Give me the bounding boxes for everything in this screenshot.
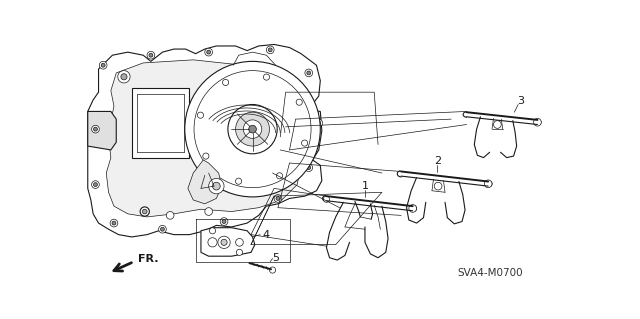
Circle shape — [110, 219, 118, 227]
Circle shape — [493, 121, 501, 128]
Circle shape — [101, 63, 105, 67]
Circle shape — [301, 140, 308, 146]
Circle shape — [223, 79, 228, 85]
Circle shape — [140, 207, 149, 216]
Circle shape — [305, 69, 312, 77]
Polygon shape — [88, 111, 116, 150]
Circle shape — [268, 48, 272, 52]
Circle shape — [249, 125, 257, 133]
Circle shape — [218, 236, 230, 249]
Circle shape — [276, 173, 283, 179]
Circle shape — [276, 197, 280, 200]
Circle shape — [185, 61, 320, 197]
Circle shape — [99, 61, 107, 69]
Circle shape — [197, 112, 204, 118]
Polygon shape — [132, 88, 189, 158]
Circle shape — [208, 238, 217, 247]
Text: 2: 2 — [434, 157, 441, 167]
Circle shape — [236, 249, 243, 256]
Circle shape — [93, 127, 97, 131]
Circle shape — [243, 120, 262, 138]
Circle shape — [221, 239, 227, 245]
Circle shape — [296, 99, 302, 105]
Circle shape — [534, 118, 541, 126]
Text: 1: 1 — [362, 181, 369, 191]
Circle shape — [222, 219, 226, 224]
Circle shape — [236, 178, 242, 184]
Circle shape — [205, 208, 212, 215]
Circle shape — [409, 204, 417, 212]
Circle shape — [236, 112, 269, 146]
Circle shape — [143, 209, 147, 214]
Polygon shape — [201, 228, 255, 256]
Circle shape — [118, 70, 130, 83]
Circle shape — [203, 153, 209, 159]
Circle shape — [269, 267, 276, 273]
Circle shape — [264, 74, 269, 80]
Polygon shape — [88, 44, 322, 237]
Circle shape — [228, 105, 277, 154]
Circle shape — [205, 48, 212, 56]
Text: 4: 4 — [262, 230, 269, 240]
Polygon shape — [188, 160, 221, 204]
Circle shape — [323, 196, 330, 202]
Circle shape — [92, 181, 99, 189]
Circle shape — [212, 182, 220, 190]
Circle shape — [484, 180, 492, 188]
Circle shape — [209, 178, 224, 194]
Polygon shape — [106, 60, 308, 217]
Text: SVA4-M0700: SVA4-M0700 — [457, 268, 522, 278]
Circle shape — [161, 227, 164, 231]
Circle shape — [121, 74, 127, 80]
Circle shape — [149, 53, 153, 57]
Circle shape — [93, 183, 97, 187]
Text: 3: 3 — [517, 96, 524, 107]
Circle shape — [209, 228, 216, 234]
Circle shape — [274, 195, 282, 202]
Circle shape — [305, 164, 312, 172]
Circle shape — [317, 121, 321, 125]
Circle shape — [266, 46, 274, 54]
Circle shape — [92, 125, 99, 133]
Circle shape — [194, 70, 311, 188]
Circle shape — [207, 50, 211, 54]
Circle shape — [166, 211, 174, 219]
Text: FR.: FR. — [138, 254, 158, 263]
Circle shape — [147, 51, 155, 59]
Circle shape — [220, 218, 228, 226]
Circle shape — [307, 71, 310, 75]
Circle shape — [236, 239, 243, 246]
Circle shape — [435, 182, 442, 190]
Circle shape — [159, 226, 166, 233]
Circle shape — [307, 166, 310, 170]
Circle shape — [112, 221, 116, 225]
Circle shape — [315, 119, 323, 127]
Text: 5: 5 — [273, 253, 280, 263]
